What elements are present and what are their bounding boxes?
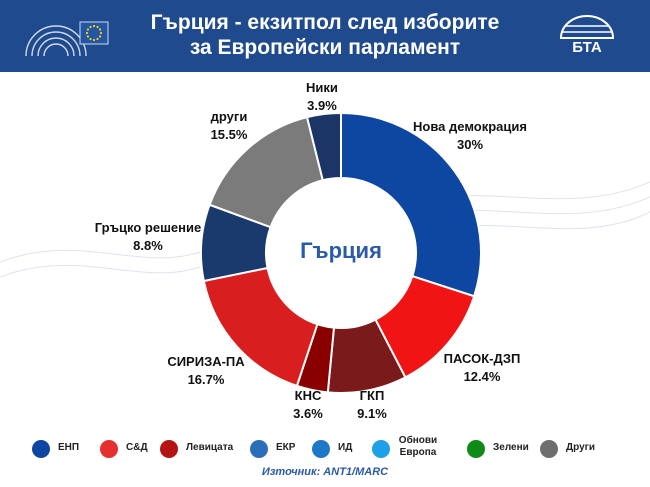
eu-star-icon [98, 28, 102, 31]
legend-swatch [467, 440, 485, 458]
title-line-2: за Европейски парламент [189, 36, 461, 59]
eu-star-icon [92, 38, 96, 42]
eu-star-icon [85, 31, 89, 35]
eu-star-icon [86, 35, 90, 38]
slice-value-label: 12.4% [464, 369, 501, 384]
legend-swatch [160, 440, 178, 458]
legend-label: С&Д [126, 442, 148, 453]
slices-group [200, 111, 482, 394]
eu-star-icon [92, 24, 96, 28]
donut-chart: Нова демокрация 30% ПАСОК-ДЗП 12.4% ГКП 9.1% К… [0, 80, 650, 421]
legend-label: Зелени [493, 442, 529, 453]
european-parliament-logo-icon [25, 21, 109, 57]
bta-logo-icon: БТА [559, 14, 615, 56]
eu-star-icon [98, 35, 102, 38]
source-note: Източник: ANT1/MARC [261, 466, 389, 478]
eu-star-icon [89, 37, 92, 41]
slice-value-label: 3.6% [293, 406, 323, 421]
header-banner: Гърция - екзитпол след изборите за Европ… [0, 0, 650, 72]
legend-label: Левицата [186, 442, 234, 453]
slice-name-label: Ники [306, 80, 338, 95]
slice-name-label: ГКП [360, 388, 385, 403]
legend-swatch [250, 440, 268, 458]
slice-value-label: 3.9% [307, 98, 337, 113]
legend-label: Други [566, 442, 595, 453]
center-label: Гърция [300, 238, 382, 263]
eu-star-icon [89, 25, 92, 29]
eu-star-icon [96, 37, 99, 41]
slice-labels-group: Нова демокрация 30% ПАСОК-ДЗП 12.4% ГКП 9.1% К… [95, 80, 527, 421]
slice-name-label: Гръцко решение [95, 220, 201, 235]
slice-8 [305, 111, 342, 182]
legend-label: ИД [338, 442, 353, 453]
eu-star-icon [96, 25, 99, 29]
eu-star-icon [99, 31, 103, 35]
slice-value-label: 15.5% [211, 127, 248, 142]
slice-name-label: други [211, 109, 248, 124]
slice-name-label: КНС [295, 388, 322, 403]
slice-value-label: 30% [457, 137, 483, 152]
legend-swatch [540, 440, 558, 458]
eu-star-icon [86, 28, 90, 31]
legend-swatch [32, 440, 50, 458]
slice-name-label: Нова демокрация [413, 119, 527, 134]
title-line-1: Гърция - екзитпол след изборите [150, 11, 500, 34]
slice-1 [340, 111, 482, 298]
chart-title: Гърция - екзитпол след изборите за Европ… [0, 10, 650, 60]
donut-hole [267, 179, 415, 327]
slice-value-label: 8.8% [133, 238, 163, 253]
legend-swatch [372, 440, 390, 458]
legend-label: ЕНП [58, 442, 80, 453]
legend-swatch [100, 440, 118, 458]
slice-name-label: ПАСОК-ДЗП [444, 351, 521, 366]
slice-value-label: 9.1% [357, 406, 387, 421]
legend-label: ЕКР [276, 442, 296, 453]
slice-value-label: 16.7% [188, 372, 225, 387]
slice-name-label: СИРИЗА-ПА [167, 354, 245, 369]
legend-label: Обнови Европа [398, 435, 438, 458]
legend-swatch [312, 440, 330, 458]
bta-logo-text: БТА [572, 39, 602, 56]
legend: ЕНП С&Д Левицата ЕКР ИД Обнови Европа Зелени Др… [0, 434, 650, 464]
